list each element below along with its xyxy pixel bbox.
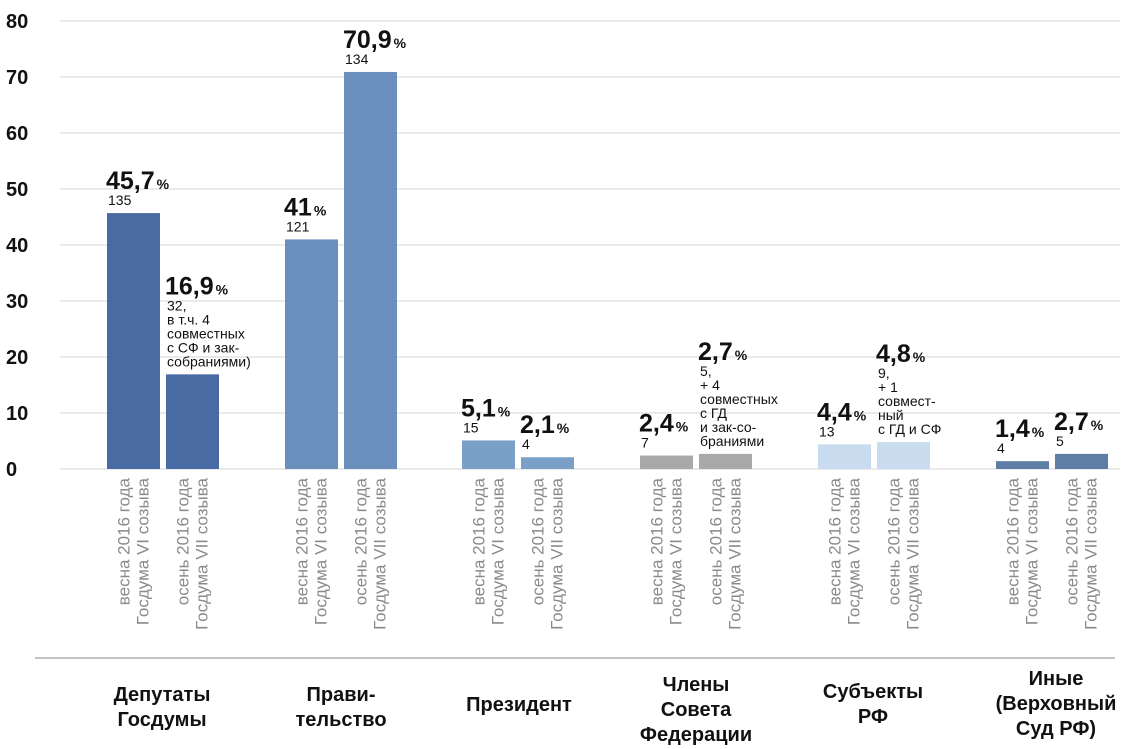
bar-note-line: и зак-со-	[700, 419, 757, 435]
data-label: 4,4%	[817, 398, 867, 426]
bar	[818, 444, 871, 469]
bar	[1055, 453, 1108, 469]
category-label: осень 2016 годаГосдума VII созыва	[885, 477, 923, 629]
category-label: весна 2016 годаГосдума VI созыва	[115, 477, 153, 625]
category-label: весна 2016 годаГосдума VI созыва	[470, 477, 508, 625]
data-label: 41%	[284, 193, 327, 221]
bar-note-line: 121	[286, 218, 310, 234]
y-tick-label: 60	[6, 123, 28, 145]
category-label: осень 2016 годаГосдума VII созыва	[529, 477, 567, 629]
bar-note-line: браниями	[700, 433, 764, 449]
category-label: весна 2016 годаГосдума VI созыва	[293, 477, 331, 625]
category-label: весна 2016 годаГосдума VI созыва	[826, 477, 864, 625]
data-label: 1,4%	[995, 415, 1045, 443]
bar-note-line: 32,	[167, 297, 186, 313]
category-label: весна 2016 годаГосдума VI созыва	[1004, 477, 1042, 625]
bar	[996, 461, 1049, 469]
group-label-other: Иные (Верховный Суд РФ)	[995, 668, 1117, 740]
bar-note-line: совместных	[167, 325, 245, 341]
bar	[877, 442, 930, 469]
y-tick-label: 0	[6, 459, 17, 481]
bar-note-line: 4	[522, 436, 530, 452]
bar-note-line: 15	[463, 419, 479, 435]
bar-note-line: 134	[345, 51, 369, 67]
bar-note-line: собраниями)	[167, 353, 251, 369]
bar-note-line: 5,	[700, 363, 712, 379]
bar-note-line: 7	[641, 435, 649, 451]
bar-note-line: с СФ и зак-	[167, 339, 240, 355]
data-label: 45,7%	[106, 167, 170, 195]
data-label: 5,1%	[461, 394, 511, 422]
group-label-deputies: Депутаты Госдумы	[113, 684, 211, 731]
bar-note-line: совместных	[700, 391, 778, 407]
bar-note-line: с ГД и СФ	[878, 421, 941, 437]
bar	[462, 440, 515, 469]
y-tick-label: 10	[6, 403, 28, 425]
bar	[640, 455, 693, 469]
category-label: осень 2016 годаГосдума VII созыва	[352, 477, 390, 629]
y-tick-label: 40	[6, 235, 28, 257]
bar-note-line: 135	[108, 192, 132, 208]
bar-note-line: с ГД	[700, 405, 728, 421]
bar-note-line: 4	[997, 440, 1005, 456]
bar-note-line: 5	[1056, 433, 1064, 449]
bar	[107, 213, 160, 469]
y-tick-label: 30	[6, 291, 28, 313]
group-label-government: Прави- тельство	[295, 684, 387, 731]
category-label: осень 2016 годаГосдума VII созыва	[174, 477, 212, 629]
data-label: 70,9%	[343, 26, 407, 54]
bar-note-line: совмест-	[878, 393, 936, 409]
group-label-federation-council: Члены Совета Федерации	[639, 674, 753, 746]
bar	[521, 457, 574, 469]
category-label: весна 2016 годаГосдума VI созыва	[648, 477, 686, 625]
bar	[166, 374, 219, 469]
bar-note-line: в т.ч. 4	[167, 311, 210, 327]
bar-note-line: + 1	[878, 379, 898, 395]
category-label: осень 2016 годаГосдума VII созыва	[707, 477, 745, 629]
group-label-regions: Субъекты РФ	[822, 681, 924, 728]
category-label: осень 2016 годаГосдума VII созыва	[1063, 477, 1101, 629]
data-label: 16,9%	[165, 272, 229, 300]
y-tick-label: 80	[6, 11, 28, 33]
data-label: 2,7%	[1054, 408, 1104, 436]
bar-note-line: 13	[819, 423, 835, 439]
y-tick-label: 50	[6, 179, 28, 201]
y-tick-label: 20	[6, 347, 28, 369]
bar-note-line: + 4	[700, 377, 720, 393]
data-label: 4,8%	[876, 340, 926, 368]
bar	[344, 71, 397, 470]
group-label-president: Президент	[466, 694, 572, 716]
bar	[699, 453, 752, 469]
data-label: 2,4%	[639, 410, 689, 438]
bar-note-line: ный	[878, 407, 904, 423]
bar-note-line: 9,	[878, 365, 890, 381]
data-label: 2,1%	[520, 411, 570, 439]
bar	[285, 239, 338, 469]
data-label: 2,7%	[698, 338, 748, 366]
y-tick-label: 70	[6, 67, 28, 89]
